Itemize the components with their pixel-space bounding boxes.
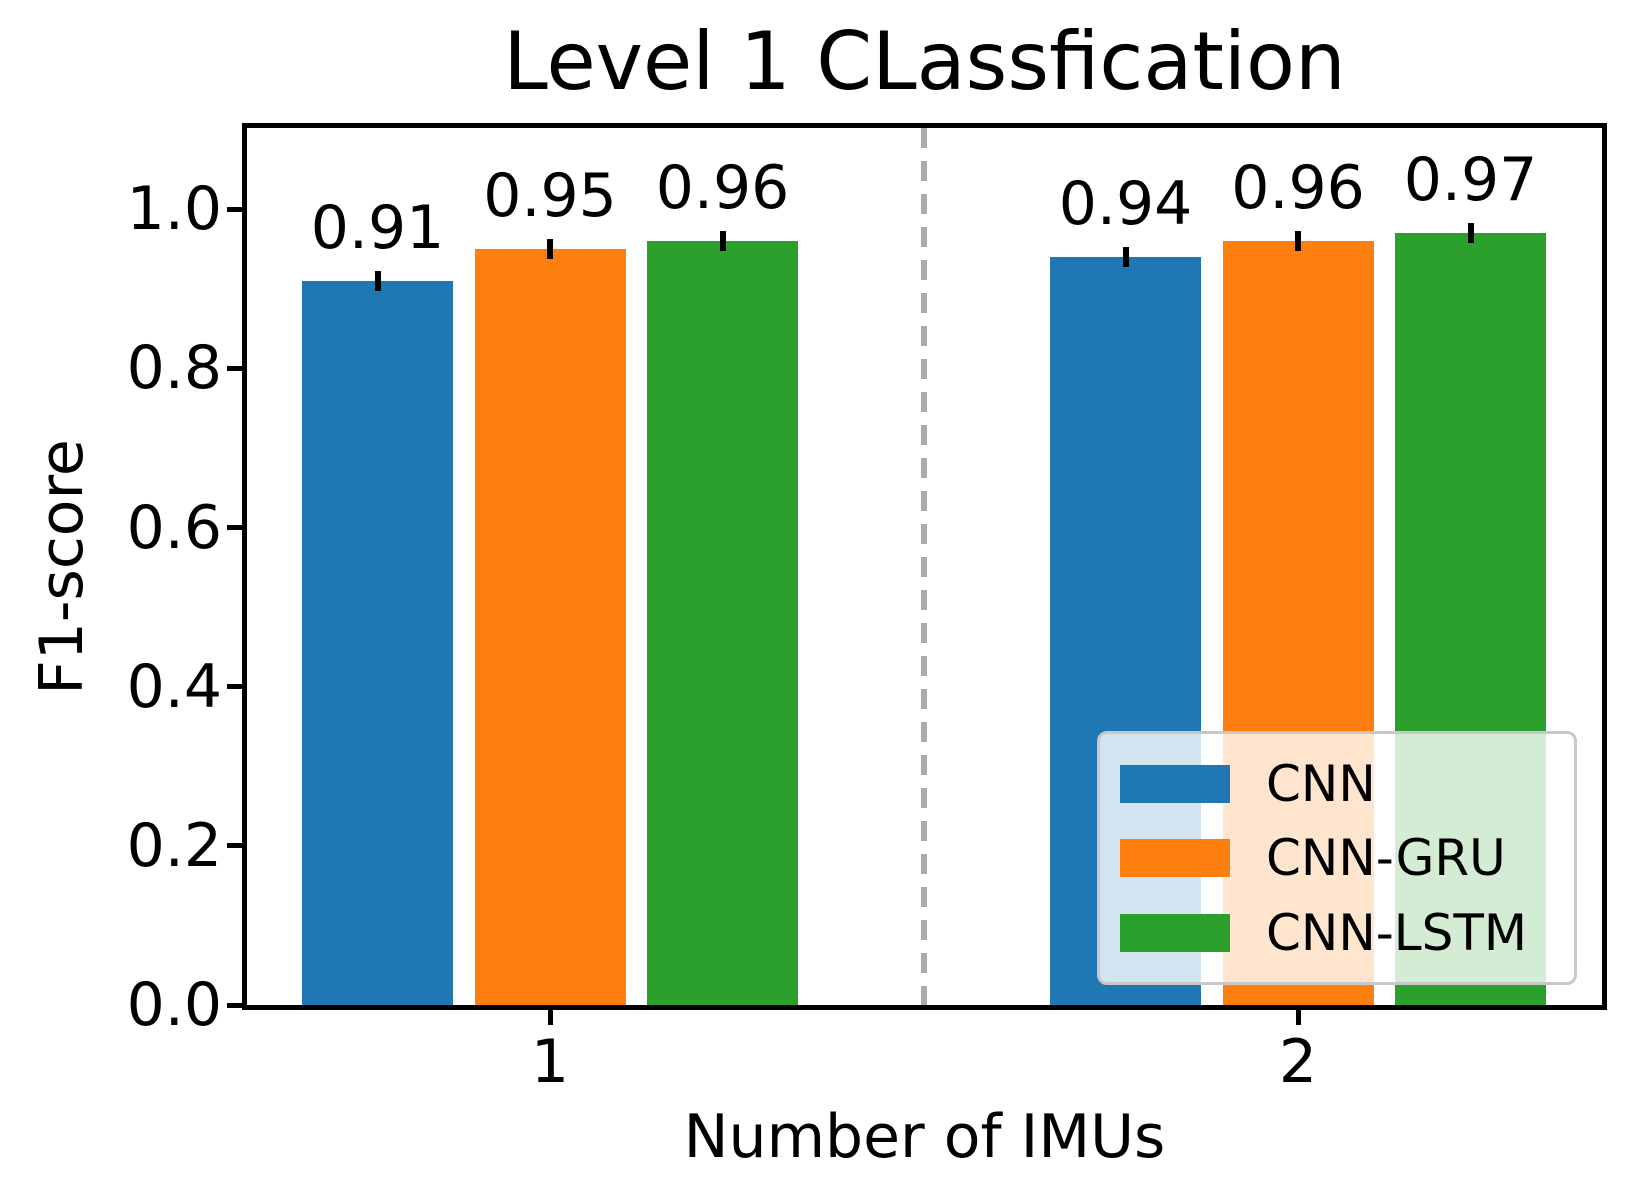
legend-label-cnn-lstm: CNN-LSTM bbox=[1266, 903, 1528, 962]
x-tick-mark bbox=[547, 1010, 553, 1025]
bar-value-label-cnn-imu2: 0.94 bbox=[1058, 168, 1193, 239]
bar-cnn-gru-imu1 bbox=[474, 248, 626, 1005]
bar-value-label-cnn-imu1: 0.91 bbox=[310, 192, 445, 263]
x-axis-label: Number of IMUs bbox=[683, 1102, 1166, 1172]
y-tick-label-0.2: 0.2 bbox=[126, 810, 222, 881]
chart-title: Level 1 CLassfication bbox=[503, 15, 1346, 108]
group-separator-dashed-line bbox=[921, 128, 927, 1005]
bar-cnn-imu1 bbox=[302, 280, 453, 1005]
bar-value-label-cnn-gru-imu1: 0.95 bbox=[483, 160, 617, 231]
bar-cnn-lstm-imu1 bbox=[647, 241, 798, 1005]
y-tick-label-1.0: 1.0 bbox=[126, 174, 222, 245]
error-bar-cnn-lstm-imu1 bbox=[719, 231, 726, 252]
y-tick-label-0.4: 0.4 bbox=[126, 651, 222, 722]
y-tick-mark bbox=[227, 206, 242, 212]
legend-swatch-cnn bbox=[1120, 764, 1230, 803]
error-bar-cnn-imu1 bbox=[374, 270, 381, 291]
x-tick-label-2: 2 bbox=[1278, 1027, 1318, 1097]
legend-swatch-cnn-lstm bbox=[1120, 913, 1230, 952]
bar-value-label-cnn-gru-imu2: 0.96 bbox=[1231, 153, 1365, 224]
x-tick-mark bbox=[1295, 1010, 1301, 1025]
legend-row-cnn-lstm: CNN-LSTM bbox=[1120, 908, 1574, 958]
error-bar-cnn-lstm-imu2 bbox=[1467, 223, 1474, 244]
y-tick-mark bbox=[227, 684, 242, 690]
legend-swatch-cnn-gru bbox=[1120, 839, 1230, 877]
bar-value-label-cnn-lstm-imu2: 0.97 bbox=[1403, 145, 1538, 216]
error-bar-cnn-gru-imu2 bbox=[1295, 231, 1301, 252]
y-tick-mark bbox=[227, 843, 242, 849]
legend-row-cnn-gru: CNN-GRU bbox=[1120, 833, 1574, 883]
legend-row-cnn: CNN bbox=[1120, 759, 1574, 809]
bar-value-label-cnn-lstm-imu1: 0.96 bbox=[655, 153, 790, 224]
y-tick-mark bbox=[227, 1002, 242, 1008]
x-tick-label-1: 1 bbox=[530, 1027, 570, 1097]
error-bar-cnn-gru-imu1 bbox=[547, 238, 553, 259]
error-bar-cnn-imu2 bbox=[1122, 246, 1129, 267]
plot-area: 0.91 0.94 0.95 0.96 0.96 0.97 bbox=[242, 123, 1607, 1010]
legend-label-cnn-gru: CNN-GRU bbox=[1266, 829, 1506, 887]
y-tick-label-0.8: 0.8 bbox=[126, 333, 222, 404]
y-tick-mark bbox=[227, 365, 242, 371]
legend: CNN CNN-GRU CNN-LSTM bbox=[1097, 731, 1577, 985]
y-tick-label-0.0: 0.0 bbox=[126, 970, 222, 1040]
legend-label-cnn: CNN bbox=[1266, 754, 1376, 813]
y-tick-mark bbox=[227, 525, 242, 530]
y-tick-label-0.6: 0.6 bbox=[126, 492, 222, 563]
